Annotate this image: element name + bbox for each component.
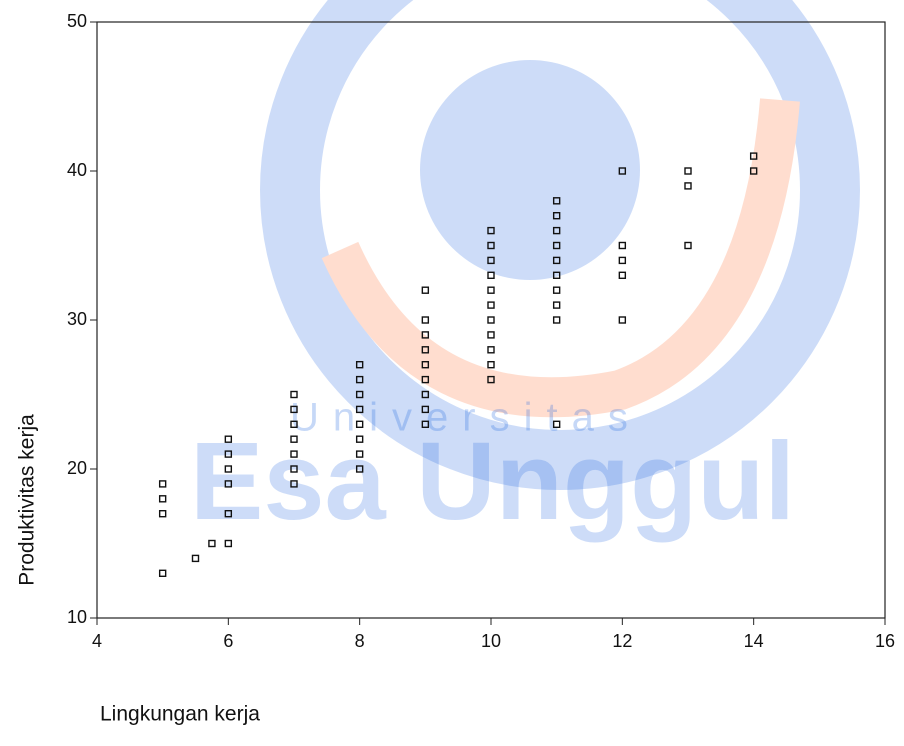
point [552,271,561,279]
point [749,167,758,175]
point [421,390,430,399]
point [355,390,364,399]
point [487,226,495,235]
watermark-arc [321,98,800,418]
x-axis-label: Lingkungan kerja [100,703,260,726]
point [290,390,298,399]
point [224,510,233,518]
point [684,182,692,190]
point [618,167,627,175]
point [290,435,298,443]
point [355,420,364,428]
point [618,256,627,265]
x-tick-label: 16 [875,631,895,651]
point [421,331,430,339]
point [487,301,495,309]
y-tick-label: 30 [67,309,87,329]
point [487,256,495,265]
point [290,480,298,488]
point [421,375,430,384]
watermark-layer [260,0,860,490]
point [224,450,233,458]
point [191,554,200,563]
point [552,286,561,294]
point [290,420,298,428]
point [355,435,364,443]
point [224,465,233,473]
point [552,316,561,324]
x-tick-label: 4 [92,631,102,651]
point [552,420,561,428]
point [421,420,430,428]
point [290,405,298,414]
point [487,375,495,384]
y-axis-label: Produktivitas kerja [16,414,39,586]
point [224,539,233,548]
x-tick-label: 14 [744,631,764,651]
point [421,361,430,369]
point [552,226,561,235]
point [487,346,495,354]
y-tick-label: 20 [67,458,87,478]
x-tick-label: 8 [355,631,365,651]
point [487,361,495,369]
point [618,241,627,250]
point [158,480,167,488]
point [355,375,364,384]
point [552,256,561,265]
watermark-text: Universitas [290,396,642,440]
y-tick-label: 40 [67,160,87,180]
point [552,197,561,205]
point [618,316,627,324]
point [355,405,364,414]
watermark-ring [260,0,860,490]
point [355,361,364,369]
point [158,569,167,577]
point [552,241,561,250]
point [421,405,430,414]
point [487,331,495,339]
point [684,167,692,175]
point [290,450,298,458]
point [421,316,430,324]
point [749,152,758,160]
point [158,495,167,503]
y-tick-label: 50 [67,11,87,31]
point [224,480,233,488]
point [421,286,430,294]
point [208,539,216,548]
x-tick-label: 10 [481,631,501,651]
point [618,271,627,279]
point [684,241,692,250]
point [224,435,233,443]
point [158,510,167,518]
point [552,301,561,309]
point [552,211,561,220]
point [487,241,495,250]
watermark-text: Esa Unggul [190,420,795,543]
watermark-disc [420,60,640,280]
x-tick-label: 6 [223,631,233,651]
point [290,465,298,473]
point [487,271,495,279]
x-tick-label: 12 [612,631,632,651]
point [355,465,364,473]
point [421,346,430,354]
point [487,286,495,294]
point [355,450,364,458]
point [487,316,495,324]
y-tick-label: 10 [67,607,87,627]
